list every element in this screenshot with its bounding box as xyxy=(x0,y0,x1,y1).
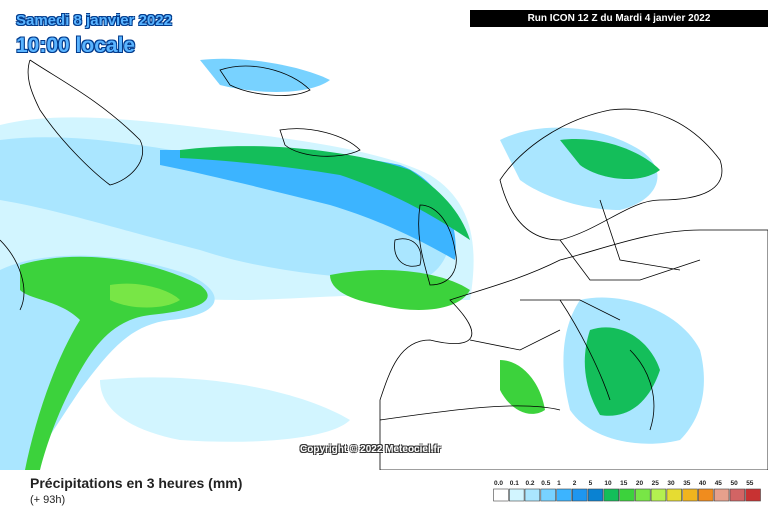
legend-label: 1 xyxy=(557,480,561,487)
legend-swatch xyxy=(603,488,620,502)
legend-swatch xyxy=(713,488,730,502)
legend-swatch xyxy=(635,488,651,502)
forecast-time: 10:00 locale xyxy=(16,34,136,57)
legend-swatch xyxy=(698,488,714,502)
legend-swatch xyxy=(587,488,604,502)
legend-label: 40 xyxy=(699,480,707,487)
model-run: Run ICON 12 Z du Mardi 4 janvier 2022 xyxy=(470,10,768,27)
legend-label: 10 xyxy=(604,480,612,487)
legend-swatch xyxy=(556,488,572,502)
legend-swatch xyxy=(540,488,556,502)
legend-swatch xyxy=(493,488,509,502)
legend-swatch xyxy=(682,488,698,502)
legend-label: 5 xyxy=(589,480,593,487)
legend-label: 0.1 xyxy=(510,480,519,487)
legend-swatch xyxy=(508,488,525,502)
copyright: Copyright © 2022 Meteociel.fr xyxy=(300,444,441,455)
footer: Précipitations en 3 heures (mm) (+ 93h) … xyxy=(0,470,768,512)
legend-label: 0.0 xyxy=(494,480,503,487)
legend-swatch xyxy=(650,488,667,502)
legend-swatch xyxy=(572,488,588,502)
product-title: Précipitations en 3 heures (mm) xyxy=(30,475,243,491)
legend-label: 55 xyxy=(746,480,754,487)
legend-label: 15 xyxy=(620,480,628,487)
legend-swatch xyxy=(745,488,761,502)
legend-swatch xyxy=(619,488,635,502)
legend-label: 30 xyxy=(667,480,675,487)
precipitation-map xyxy=(0,58,768,470)
legend-label: 0.2 xyxy=(526,480,535,487)
legend-label: 35 xyxy=(683,480,691,487)
color-legend: 0.0 0.1 0.2 0.5 1 2 5 10 15 20 25 30 35 40 45 50 55 xyxy=(493,480,761,502)
legend-label: 2 xyxy=(573,480,577,487)
legend-label: 25 xyxy=(652,480,660,487)
legend-label: 50 xyxy=(731,480,739,487)
legend-label: 45 xyxy=(715,480,723,487)
precipitation-field xyxy=(0,58,704,470)
legend-label: 20 xyxy=(636,480,644,487)
legend-label: 0.5 xyxy=(541,480,550,487)
forecast-date: Samedi 8 janvier 2022 xyxy=(16,12,172,29)
lead-time: (+ 93h) xyxy=(30,494,66,506)
coastlines xyxy=(0,59,768,470)
legend-swatch xyxy=(524,488,541,502)
legend-swatch xyxy=(729,488,746,502)
legend-swatch xyxy=(666,488,682,502)
